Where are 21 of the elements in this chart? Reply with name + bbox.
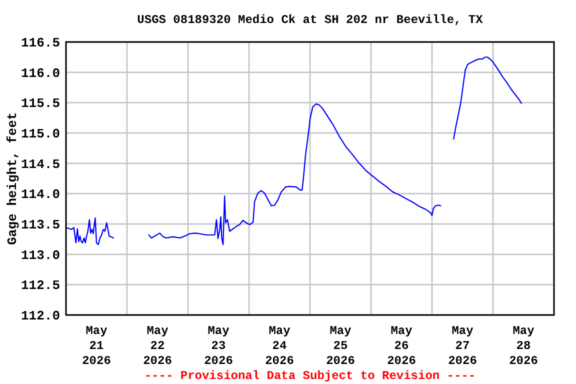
y-tick-label: 115.5 [20, 96, 60, 112]
x-tick-label: May 28 2026 [509, 324, 538, 368]
x-tick-label: May 26 2026 [387, 324, 416, 368]
y-tick-label: 114.0 [20, 187, 60, 202]
y-tick-label: 114.5 [20, 156, 60, 172]
x-tick-label: May 24 2026 [265, 324, 294, 368]
y-tick-label: 116.0 [20, 66, 60, 81]
y-tick-label: 112.0 [20, 308, 60, 324]
y-tick-label: 116.5 [20, 36, 60, 51]
chart-title: USGS 08189320 Medio Ck at SH 202 nr Beeville, TX [137, 13, 484, 27]
x-tick-label: May 27 2026 [448, 324, 477, 368]
y-tick-label: 115.0 [20, 126, 60, 142]
x-tick-label: May 25 2026 [326, 324, 355, 368]
x-tick-label: May 21 2026 [82, 324, 111, 368]
y-tick-label: 113.5 [20, 218, 60, 233]
x-tick-label: May 22 2026 [143, 324, 172, 368]
y-tick-label: 113.0 [20, 248, 60, 263]
y-tick-label: 112.5 [20, 278, 60, 294]
text: ---- Provisional Data Subject to Revision ---- [144, 369, 476, 383]
x-tick-label: May 23 2026 [204, 324, 233, 368]
y-axis-title: Gage height, feet [5, 112, 20, 245]
